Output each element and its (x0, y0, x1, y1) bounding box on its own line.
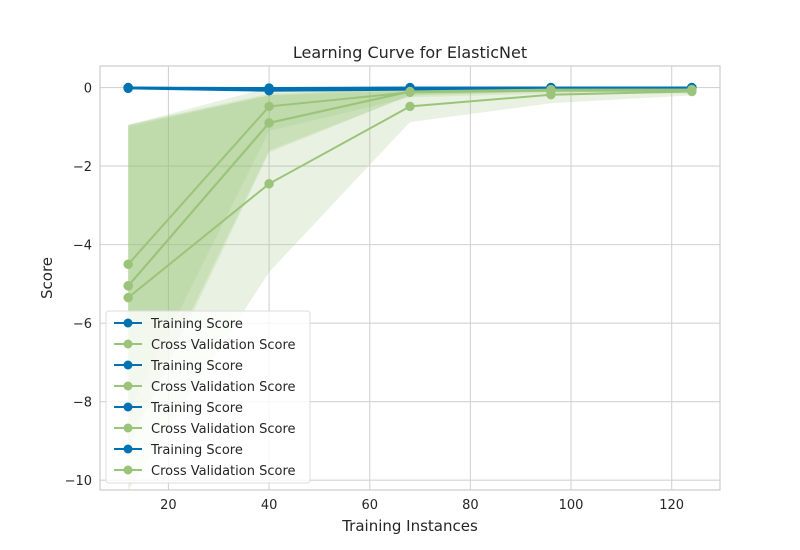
legend-label: Training Score (150, 401, 243, 416)
legend-marker (123, 339, 133, 349)
legend-marker (123, 402, 133, 412)
validation-score-point (123, 281, 133, 291)
legend-label: Training Score (150, 443, 243, 458)
validation-score-point (405, 86, 415, 97)
x-tick-label: 20 (160, 498, 177, 513)
y-tick-label: −2 (73, 160, 92, 175)
legend-frame (105, 310, 311, 484)
y-tick-label: −8 (73, 396, 92, 411)
validation-score-point (687, 84, 697, 95)
legend: Training Score Cross Validation Score Trai… (105, 310, 311, 484)
x-tick-label: 120 (659, 498, 684, 513)
validation-score-band (128, 87, 692, 449)
x-tick-label: 100 (559, 498, 584, 513)
validation-score-point (123, 292, 133, 303)
validation-score-band (128, 87, 692, 441)
validation-score-band (128, 87, 692, 414)
legend-marker (123, 381, 133, 391)
legend-marker (123, 465, 133, 475)
x-tick-label: 60 (361, 498, 378, 513)
legend-label: Training Score (150, 317, 243, 332)
y-axis-title: Score (38, 257, 56, 299)
legend-marker (123, 423, 133, 433)
x-axis-title: Training Instances (341, 517, 478, 535)
y-tick-label: −4 (73, 239, 92, 254)
validation-score-point (264, 118, 274, 128)
legend-label: Cross Validation Score (151, 380, 296, 395)
y-tick-label: −6 (73, 317, 92, 332)
legend-label: Cross Validation Score (151, 422, 296, 437)
validation-score-point (264, 101, 274, 112)
x-tick-label: 80 (462, 498, 479, 513)
validation-score-point (264, 179, 274, 189)
legend-label: Cross Validation Score (151, 464, 296, 479)
legend-marker (123, 318, 133, 328)
chart-title: Learning Curve for ElasticNet (293, 43, 527, 62)
training-score-point (264, 83, 274, 93)
legend-marker (123, 444, 133, 454)
validation-score-point (546, 84, 556, 95)
y-axis-ticks: 0 −2 −4 −6 −8 −10 (65, 82, 92, 490)
legend-marker (123, 360, 133, 370)
legend-label: Cross Validation Score (151, 338, 296, 353)
training-score-point (123, 82, 133, 93)
legend-items: Training Score Cross Validation Score Trai… (114, 317, 296, 479)
y-tick-label: 0 (84, 82, 92, 97)
y-tick-label: −10 (65, 474, 92, 489)
validation-score-point (405, 101, 415, 112)
x-axis-ticks: 20 40 60 80 100 120 (160, 498, 684, 513)
validation-score-point (123, 259, 133, 270)
grid-lines (100, 66, 720, 490)
plot-frame (99, 65, 721, 491)
legend-label: Training Score (150, 359, 243, 374)
x-tick-label: 40 (261, 498, 278, 513)
series-lines (123, 82, 697, 303)
